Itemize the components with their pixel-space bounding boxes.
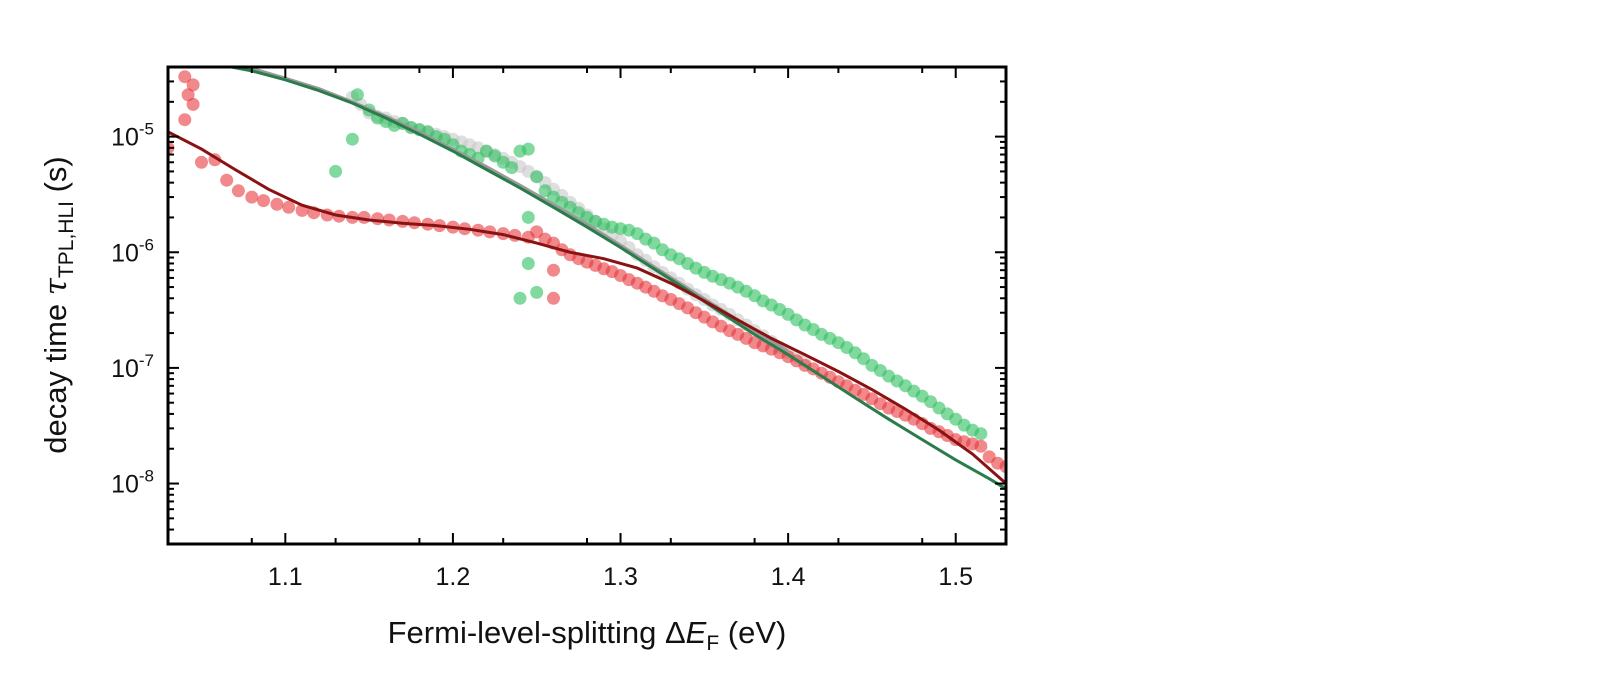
x-axis-title-var: E (686, 615, 707, 650)
plot-frame (166, 65, 1008, 546)
x-tick-label: 1.5 (938, 563, 973, 591)
data-point (382, 213, 396, 227)
data-point (530, 285, 544, 299)
data-point (513, 291, 527, 305)
data-point (974, 439, 988, 453)
data-point (329, 164, 343, 178)
y-tick-label-exponent: -8 (139, 467, 154, 486)
x-tick-label: 1.2 (436, 563, 471, 591)
y-tick-label-exponent: -5 (139, 120, 154, 139)
data-point (974, 427, 988, 441)
y-axis-title-prefix: decay time (38, 295, 73, 454)
data-point (547, 291, 560, 305)
y-axis-title-suffix: (s) (38, 156, 73, 201)
data-point (178, 70, 192, 84)
x-tick-label: 1.4 (771, 563, 806, 591)
data-point (186, 97, 200, 111)
data-point (350, 88, 364, 102)
data-point (521, 210, 535, 224)
axis-ticks (167, 66, 1007, 545)
data-point (231, 184, 245, 198)
data-point (371, 212, 384, 226)
y-tick-label: 10-7 (111, 351, 154, 383)
y-tick-label: 10-5 (111, 120, 154, 152)
y-tick-label-exponent: -6 (139, 235, 154, 254)
data-point (178, 113, 192, 127)
data-point (257, 194, 270, 208)
y-axis-title-sub: TPL,HLI (55, 201, 78, 278)
y-tick-label: 10-6 (111, 235, 154, 267)
plot-data-area (168, 67, 1006, 491)
fit-line-2 (168, 130, 1006, 485)
y-axis-title-var: τ (38, 277, 74, 295)
data-point (521, 142, 535, 156)
fit-line-0 (238, 67, 789, 353)
scatter-series-2 (168, 70, 1006, 474)
y-tick-label-base: 10 (111, 471, 139, 499)
data-point (186, 78, 200, 92)
data-point (270, 197, 284, 211)
y-tick-label-base: 10 (111, 239, 139, 267)
x-axis-title: Fermi-level-splitting ΔEF (eV) (388, 615, 787, 655)
y-tick-label-base: 10 (111, 355, 139, 383)
data-point (521, 257, 535, 270)
data-point (345, 132, 359, 146)
x-axis-title-suffix: (eV) (719, 615, 786, 650)
data-point (220, 173, 234, 187)
y-tick-labels: 10-510-610-710-8 (111, 120, 154, 499)
x-tick-label: 1.3 (603, 563, 638, 591)
x-tick-label: 1.1 (268, 563, 303, 591)
y-axis-title: decay time τTPL,HLI (s) (38, 156, 78, 453)
y-tick-label-base: 10 (111, 124, 139, 152)
data-point (530, 170, 544, 184)
fit-line-1 (223, 67, 1006, 491)
data-point (505, 161, 519, 175)
data-point (195, 155, 208, 169)
data-point (999, 460, 1006, 474)
y-tick-label: 10-8 (111, 467, 154, 499)
x-tick-labels: 1.1 1.2 1.3 1.4 1.5 (268, 563, 973, 591)
x-axis-title-sub: F (706, 632, 719, 655)
data-point (282, 200, 296, 214)
data-point (547, 263, 560, 277)
x-axis-title-prefix: Fermi-level-splitting Δ (388, 615, 686, 650)
data-point (245, 190, 259, 204)
data-point (181, 88, 195, 102)
y-tick-label-exponent: -7 (139, 351, 154, 370)
